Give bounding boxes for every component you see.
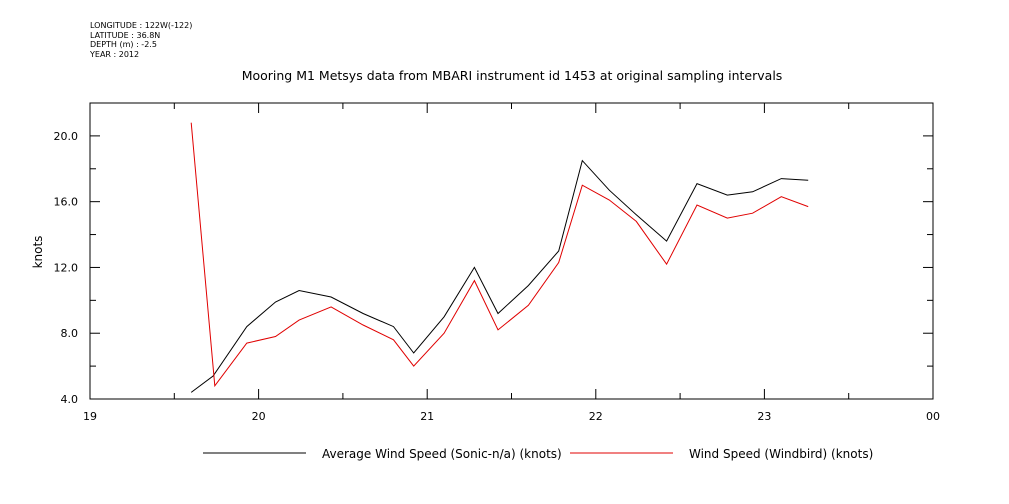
x-tick-label: 20 xyxy=(252,410,266,423)
series-line-2 xyxy=(190,122,809,388)
x-tick-label: 19 xyxy=(83,410,97,423)
y-tick-label: 8.0 xyxy=(61,327,79,340)
x-tick-label: 21 xyxy=(420,410,434,423)
header-year: YEAR : 2012 xyxy=(90,49,140,59)
legend-label-series-2: Wind Speed (Windbird) (knots) xyxy=(689,447,873,461)
y-tick-label: 20.0 xyxy=(54,130,79,143)
series-lines xyxy=(190,122,809,393)
axis-ticks xyxy=(89,102,934,400)
header-depth: DEPTH (m) : -2.5 xyxy=(90,40,157,49)
header-longitude: LONGITUDE : 122W(-122) xyxy=(90,21,193,30)
y-tick-label: 4.0 xyxy=(61,393,79,406)
header-info: LONGITUDE : 122W(-122) LATITUDE : 36.8N … xyxy=(90,21,192,59)
plot-frame xyxy=(89,102,934,400)
chart-title: Mooring M1 Metsys data from MBARI instru… xyxy=(242,68,783,83)
header-latitude: LATITUDE : 36.8N xyxy=(90,30,161,40)
y-tick-label: 16.0 xyxy=(54,196,79,209)
x-tick-label: 23 xyxy=(757,410,771,423)
series-line-1 xyxy=(190,159,809,393)
x-tick-label: 00 xyxy=(926,410,940,423)
y-tick-label: 12.0 xyxy=(54,261,79,274)
axis-tick-labels: 4.0 8.0 12.0 16.0 20.0 19 20 21 22 23 00 xyxy=(54,130,941,423)
x-tick-label: 22 xyxy=(589,410,603,423)
y-axis-label: knots xyxy=(31,236,45,269)
legend: Average Wind Speed (Sonic-n/a) (knots) W… xyxy=(203,447,873,461)
legend-label-series-1: Average Wind Speed (Sonic-n/a) (knots) xyxy=(322,447,562,461)
